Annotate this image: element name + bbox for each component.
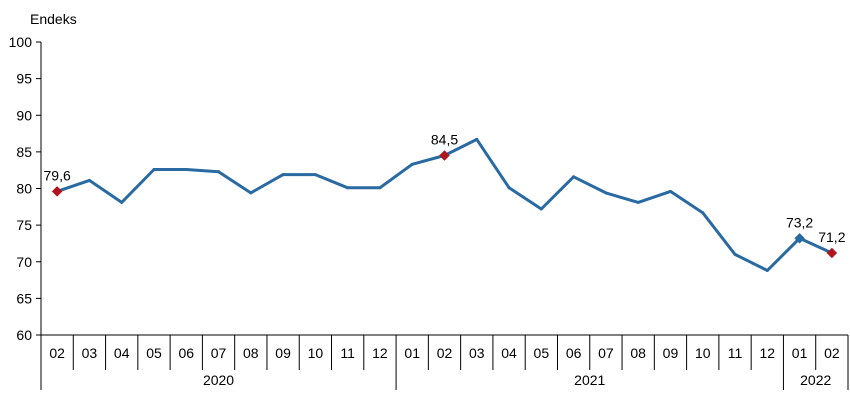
data-point [346, 186, 350, 190]
x-tick-label: 05 [146, 345, 162, 361]
x-tick-label: 01 [404, 345, 420, 361]
x-tick-label: 04 [114, 345, 130, 361]
x-tick-label: 01 [792, 345, 808, 361]
data-point [120, 200, 124, 204]
data-point [604, 191, 608, 195]
data-label: 79,6 [44, 167, 71, 183]
x-tick-label: 10 [308, 345, 324, 361]
data-point [152, 167, 156, 171]
label-layer: 79,6 84,5 73,2 71,2 [44, 132, 846, 245]
data-point [636, 200, 640, 204]
data-point [475, 137, 479, 141]
data-point [539, 207, 543, 211]
x-tick-label: 09 [663, 345, 679, 361]
highlight-marker [439, 150, 450, 161]
x-tick-label: 08 [243, 345, 259, 361]
data-point [701, 211, 705, 215]
data-point [249, 191, 253, 195]
highlight-marker [826, 247, 838, 259]
y-tick-label: 95 [16, 71, 32, 87]
data-point [281, 173, 285, 177]
y-tick-label: 60 [16, 327, 32, 343]
data-point [378, 186, 382, 190]
y-axis-title: Endeks [30, 11, 77, 27]
x-tick-label: 07 [598, 345, 614, 361]
data-point [668, 189, 672, 193]
x-tick-label: 04 [501, 345, 517, 361]
data-point [184, 167, 188, 171]
x-tick-label: 02 [49, 345, 65, 361]
y-tick-label: 85 [16, 144, 32, 160]
x-tick-label: 03 [82, 345, 98, 361]
x-tick-label: 10 [695, 345, 711, 361]
year-label: 2021 [574, 372, 605, 388]
highlight-marker [51, 186, 63, 197]
x-tick-label: 06 [178, 345, 194, 361]
x-tick-label: 06 [566, 345, 582, 361]
x-tick-label: 08 [630, 345, 646, 361]
data-point [87, 178, 91, 182]
x-tick-label: 09 [275, 345, 291, 361]
data-point [217, 170, 221, 174]
data-label: 73,2 [786, 214, 813, 230]
data-label: 71,2 [818, 229, 845, 245]
year-label: 2020 [203, 372, 234, 388]
data-point [410, 162, 414, 166]
data-label: 84,5 [431, 132, 458, 148]
x-tick-label: 02 [437, 345, 453, 361]
y-tick-label: 75 [16, 217, 32, 233]
highlight-marker [794, 232, 805, 244]
x-tick-label: 07 [211, 345, 227, 361]
axes: Endeks 60 65 70 75 80 85 90 95 100 02 03 04 05 06 07 08 0… [9, 11, 849, 390]
x-tick-label: 03 [469, 345, 485, 361]
data-point [313, 173, 317, 177]
y-tick-label: 90 [16, 107, 32, 123]
y-tick-label: 100 [9, 34, 33, 50]
y-tick-label: 80 [16, 181, 32, 197]
x-tick-label: 12 [760, 345, 776, 361]
x-tick-label: 11 [728, 345, 743, 361]
data-point [572, 175, 576, 179]
y-tick-label: 65 [16, 290, 32, 306]
x-tick-label: 11 [340, 345, 355, 361]
year-label: 2022 [800, 372, 831, 388]
marker-layer [51, 137, 838, 273]
x-tick-label: 05 [534, 345, 550, 361]
x-tick-label: 12 [372, 345, 388, 361]
data-point [765, 269, 769, 273]
x-tick-label: 02 [824, 345, 840, 361]
data-point [733, 252, 737, 256]
data-point [507, 186, 511, 190]
y-tick-label: 70 [16, 254, 32, 270]
